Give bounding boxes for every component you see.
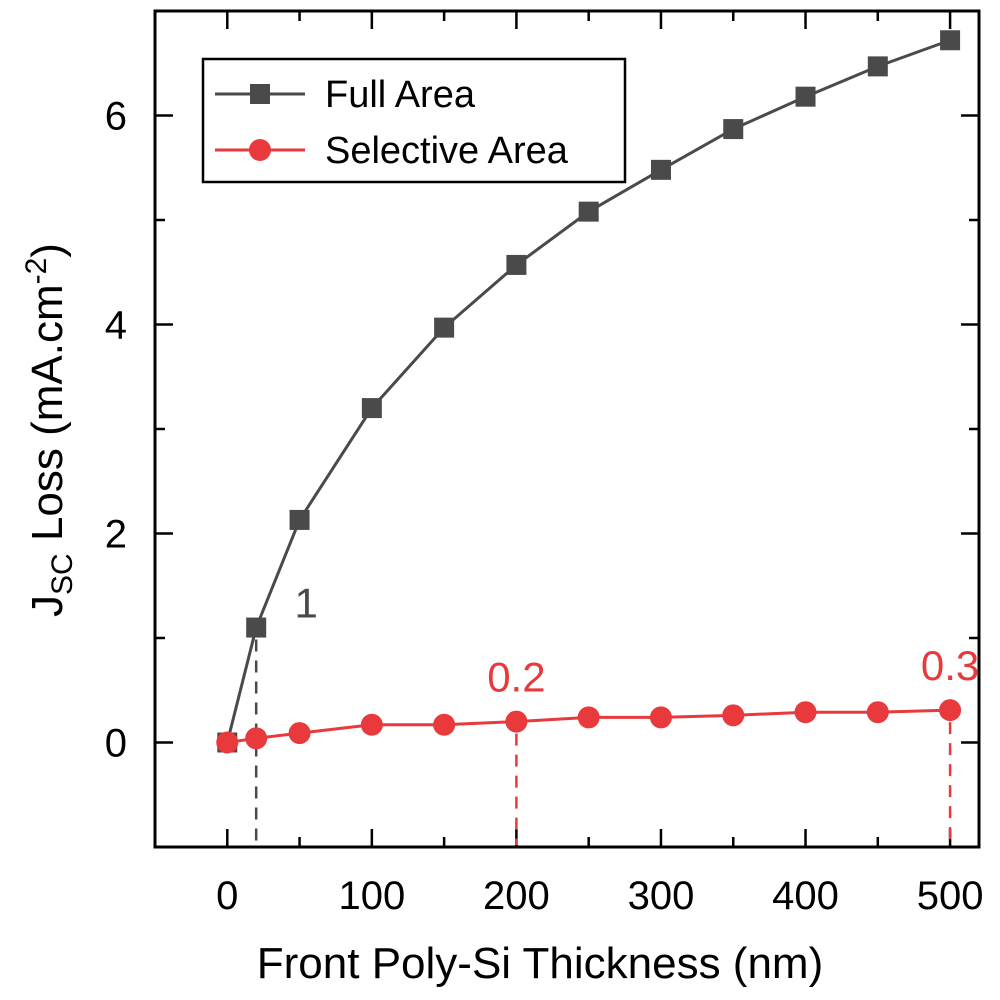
data-point-full-area	[246, 617, 267, 638]
data-point-selective-area	[649, 706, 672, 729]
y-axis-title-close: )	[23, 243, 72, 258]
data-point-full-area	[506, 254, 527, 275]
annotation-label: 1	[295, 580, 318, 627]
data-point-selective-area	[433, 713, 456, 736]
annotations-layer: 1 0.2 0.3	[295, 580, 980, 701]
series-layer	[216, 30, 962, 754]
legend-label-full-area: Full Area	[325, 74, 476, 116]
data-point-selective-area	[794, 701, 817, 724]
y-tick-label: 2	[105, 513, 127, 557]
data-point-full-area	[361, 398, 382, 419]
data-point-selective-area	[577, 706, 600, 729]
data-point-full-area	[578, 201, 599, 222]
y-axis-title-main: J	[23, 595, 72, 617]
legend-marker-full-area	[250, 84, 270, 104]
y-axis-title-rest: Loss (mA.cm	[23, 284, 72, 553]
legend-label-selective-area: Selective Area	[325, 130, 569, 172]
y-axis-title-subscript: SC	[46, 553, 79, 595]
data-point-selective-area	[288, 722, 311, 745]
data-point-full-area	[650, 159, 671, 180]
x-tick-label: 300	[628, 874, 695, 918]
y-axis-title: JSC Loss (mA.cm-2)	[20, 243, 79, 617]
data-point-full-area	[289, 509, 310, 530]
y-tick-label: 0	[105, 722, 127, 766]
y-tick-label: 6	[105, 95, 127, 139]
legend: Full Area Selective Area	[201, 57, 627, 184]
ticks-layer: 0 100 200 300 400 500 0 2 4 6	[105, 9, 984, 918]
x-tick-label: 400	[772, 874, 839, 918]
data-point-selective-area	[722, 704, 745, 727]
annotation-label: 0.2	[487, 654, 545, 701]
data-point-selective-area	[360, 713, 383, 736]
y-axis-title-superscript: -2	[20, 258, 53, 285]
x-tick-label: 200	[483, 874, 550, 918]
data-point-selective-area	[216, 731, 239, 754]
x-tick-label: 0	[216, 874, 238, 918]
x-axis-title: Front Poly-Si Thickness (nm)	[257, 939, 823, 988]
y-tick-label: 4	[105, 304, 127, 348]
x-tick-label: 500	[917, 874, 984, 918]
data-point-full-area	[434, 317, 455, 338]
data-point-selective-area	[245, 727, 268, 750]
data-point-full-area	[867, 56, 888, 77]
x-tick-label: 100	[338, 874, 405, 918]
data-point-selective-area	[866, 701, 889, 724]
guides-layer	[254, 639, 952, 845]
data-point-full-area	[940, 30, 961, 51]
legend-marker-selective-area	[249, 139, 271, 161]
data-point-full-area	[795, 86, 816, 107]
data-point-selective-area	[939, 699, 962, 722]
data-point-selective-area	[505, 710, 528, 733]
data-point-full-area	[723, 119, 744, 140]
annotation-label: 0.3	[921, 642, 979, 689]
legend-box	[201, 57, 627, 184]
series-line-full-area	[225, 38, 951, 743]
